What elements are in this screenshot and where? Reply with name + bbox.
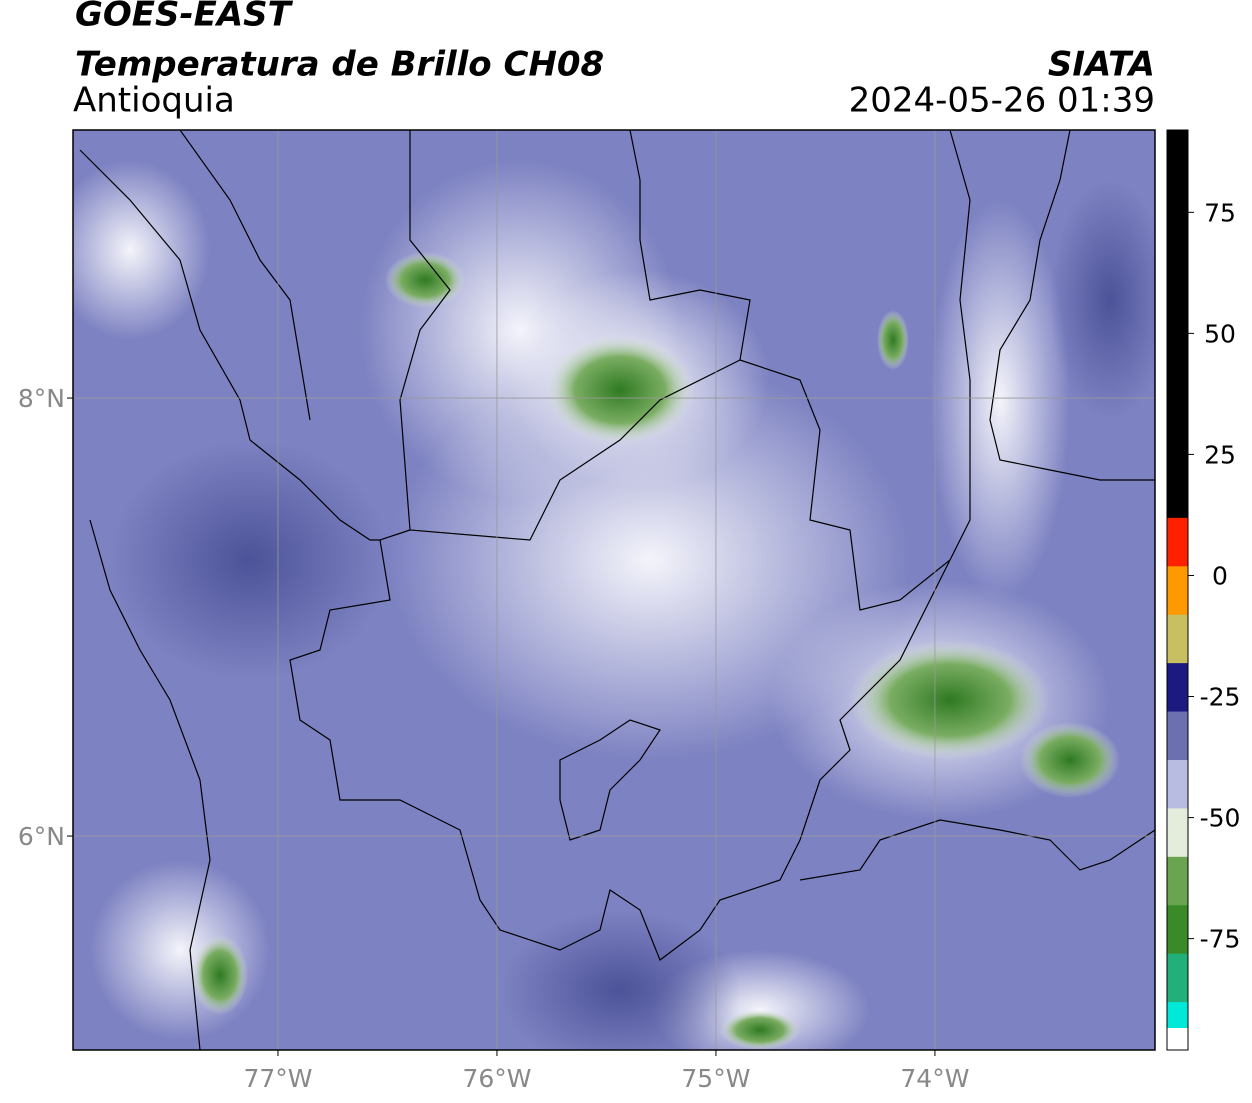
colorbar-band (1167, 275, 1188, 325)
borders (79, 130, 1155, 1050)
colorbar-tick-label: 50 (1204, 319, 1236, 348)
colorbar-band (1167, 614, 1188, 664)
colorbar-band (1167, 807, 1188, 857)
colorbar-tick-label: -50 (1200, 804, 1241, 833)
colorbar-band (1167, 759, 1188, 809)
colorbar-band (1167, 178, 1188, 228)
colorbar-band (1167, 953, 1188, 1003)
colorbar-band (1167, 468, 1188, 518)
colorbar-band (1167, 420, 1188, 470)
map-frame (72, 129, 1156, 1051)
source: SIATA (1048, 45, 1155, 85)
datetime: 2024-05-26 01:39 (849, 81, 1155, 121)
colorbar-band (1167, 226, 1188, 276)
lon-tick-label: 77°W (243, 1064, 312, 1093)
subtitle: Temperatura de Brillo CH08 (75, 45, 604, 85)
colorbar-band (1167, 130, 1188, 179)
lon-tick-label: 75°W (681, 1064, 750, 1093)
satellite-image (73, 130, 1155, 1050)
colorbar-band (1167, 517, 1188, 567)
colorbar-tick-label: -25 (1200, 683, 1241, 712)
colorbar-band (1167, 904, 1188, 954)
colorbar-band (1167, 856, 1188, 906)
title: GOES-EAST (75, 0, 294, 35)
colorbar-band (1167, 372, 1188, 422)
colorbar-band (1167, 323, 1188, 373)
lon-tick-label: 74°W (900, 1064, 969, 1093)
region: Antioquia (73, 81, 235, 121)
colorbar-frame (1166, 129, 1189, 1051)
colorbar-tick-label: 25 (1204, 440, 1236, 469)
colorbar-tick-label: 75 (1204, 198, 1236, 227)
colorbar-band (1167, 711, 1188, 760)
lat-tick-label: 8°N (18, 384, 65, 413)
lon-tick-label: 76°W (462, 1064, 531, 1093)
colorbar-band (1167, 662, 1188, 712)
colorbar-tick-label: -75 (1200, 925, 1241, 954)
colorbar-tick-label: 0 (1212, 561, 1228, 590)
colorbar-band (1167, 1028, 1188, 1050)
colorbar-band (1167, 565, 1188, 615)
lat-tick-label: 6°N (18, 822, 65, 851)
